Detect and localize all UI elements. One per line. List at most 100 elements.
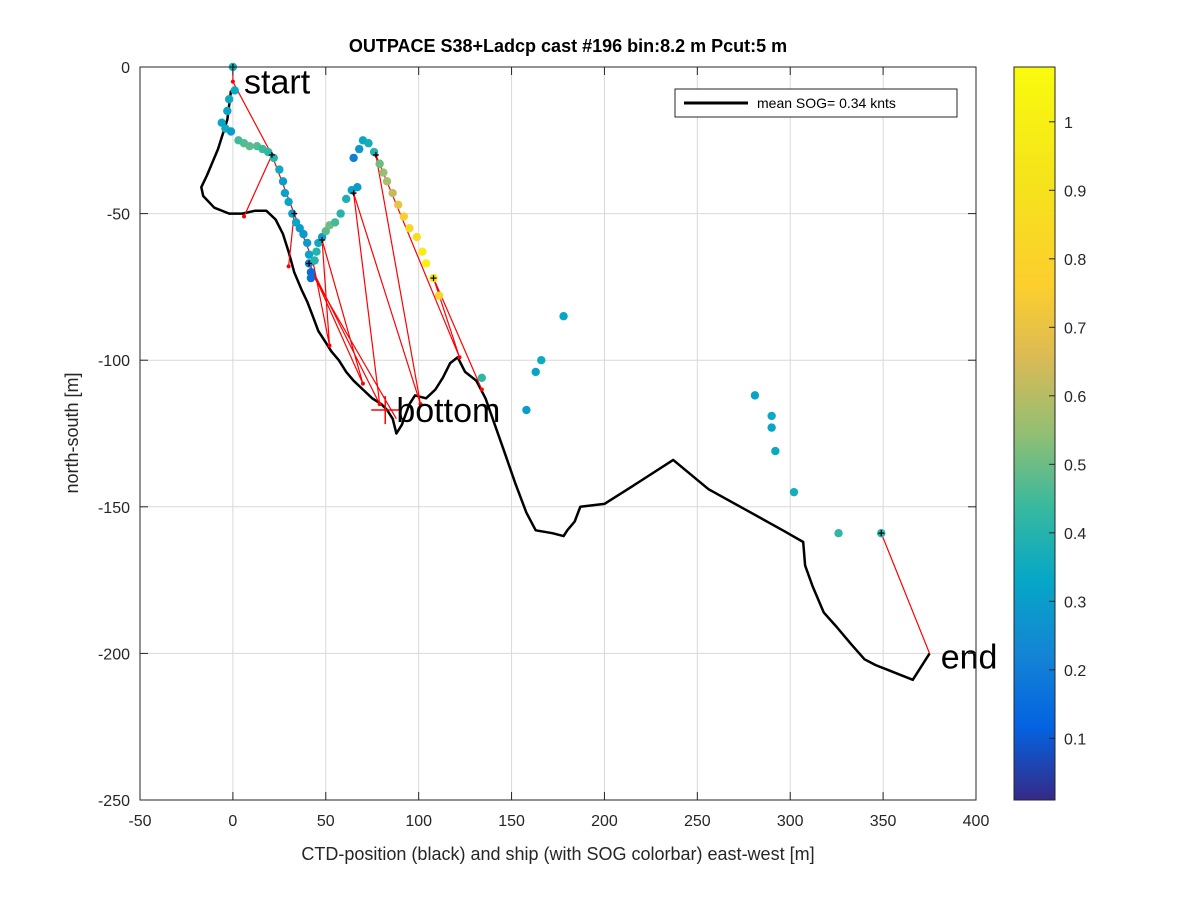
ship-track-vertex	[457, 355, 462, 360]
colorbar-tick-label: 1	[1064, 115, 1073, 132]
sog-point	[405, 224, 414, 233]
ship-track-vertex	[377, 402, 382, 407]
colorbar-tick-label: 0.7	[1064, 320, 1086, 337]
sog-point	[375, 159, 384, 168]
ship-track-line	[232, 67, 483, 405]
sog-point	[284, 197, 293, 207]
ship-track-vertex	[418, 402, 423, 407]
ship-track-vertex	[242, 214, 247, 219]
sog-point	[336, 209, 345, 218]
ship-track-vertex	[360, 381, 365, 386]
chart-title: OUTPACE S38+Ladcp cast #196 bin:8.2 m Pc…	[349, 36, 787, 56]
sog-point	[834, 528, 843, 538]
x-tick-label: -50	[128, 813, 151, 830]
sog-point	[226, 127, 236, 136]
sog-point	[312, 247, 321, 256]
ship-track-segment	[880, 532, 931, 654]
colorbar: 0.1 0.2 0.3 0.4 0.5 0.6 0.7 0.8 0.9 1	[1013, 66, 1086, 801]
position-markers	[229, 64, 885, 537]
sog-point	[303, 238, 312, 248]
sog-point	[299, 229, 308, 239]
legend: mean SOG= 0.34 knts	[674, 88, 958, 118]
ship-track-vertex	[479, 387, 484, 392]
legend-label: mean SOG= 0.34 knts	[757, 95, 896, 111]
sog-point	[263, 147, 273, 157]
sog-point	[394, 200, 403, 210]
colorbar-tick-label: 0.1	[1064, 731, 1086, 748]
sog-point	[477, 373, 487, 382]
sog-point	[382, 177, 392, 186]
x-tick-label: 150	[498, 813, 525, 830]
ship-track-vertex	[286, 264, 291, 269]
annotation-start: start	[244, 64, 311, 102]
sog-point	[330, 218, 340, 227]
ship-track-vertex	[230, 79, 235, 84]
x-axis-label: CTD-position (black) and ship (with SOG …	[301, 844, 814, 864]
colorbar-tick-label: 0.6	[1064, 389, 1086, 406]
sog-point	[342, 194, 351, 204]
ship-track-vertex	[327, 343, 332, 348]
plot-area: start bottom end -50 0 50 100 150 200 250 300 350 4…	[98, 60, 997, 830]
sog-point	[418, 247, 427, 256]
sog-point	[230, 86, 239, 95]
sog-point	[767, 411, 776, 421]
sog-point	[399, 212, 409, 221]
sog-points	[217, 62, 886, 538]
y-tick-label: -150	[98, 500, 130, 517]
y-tick-label: -200	[98, 646, 130, 663]
colorbar-ticks: 0.1 0.2 0.3 0.4 0.5 0.6 0.7 0.8 0.9 1	[1049, 115, 1086, 748]
colorbar-tick-label: 0.9	[1064, 183, 1086, 200]
colorbar-tick-label: 0.3	[1064, 594, 1086, 611]
ctd-track	[200, 90, 931, 682]
sog-point	[767, 423, 776, 432]
x-tick-label: 200	[591, 813, 618, 830]
y-tick-label: -50	[107, 207, 130, 224]
colorbar-tick-label: 0.2	[1064, 663, 1086, 680]
colorbar-tick-label: 0.4	[1064, 526, 1086, 543]
y-tick-label: -100	[98, 353, 130, 370]
sog-point	[531, 367, 540, 377]
annotation-end: end	[941, 638, 998, 676]
colorbar-tick-label: 0.8	[1064, 252, 1086, 269]
sog-point	[306, 268, 316, 277]
axis-ticks: -50 0 50 100 150 200 250 300 350 400 0 -50 -100 -150 -…	[98, 60, 989, 830]
sog-point	[275, 165, 284, 174]
sog-point	[245, 141, 254, 151]
y-tick-label: -250	[98, 793, 130, 810]
x-tick-label: 50	[317, 813, 335, 830]
x-tick-label: 0	[228, 813, 237, 830]
ctd-track-line	[200, 90, 931, 682]
sog-point	[355, 144, 364, 154]
sog-point	[537, 356, 546, 365]
annotation-bottom: bottom	[396, 392, 500, 430]
x-tick-label: 350	[870, 813, 897, 830]
sog-point	[223, 106, 232, 116]
sog-point	[224, 95, 234, 104]
x-tick-label: 300	[777, 813, 804, 830]
sog-point	[353, 183, 362, 192]
sog-point	[349, 153, 358, 163]
sog-point	[306, 273, 316, 283]
y-axis-label: north-south [m]	[62, 372, 82, 493]
ship-track-segment	[314, 277, 397, 420]
x-tick-label: 400	[963, 813, 990, 830]
sog-point	[434, 291, 444, 300]
axes-frame	[139, 66, 977, 801]
sog-point	[412, 232, 422, 242]
colorbar-gradient	[1013, 66, 1056, 801]
sog-point	[278, 177, 288, 186]
sog-point	[750, 391, 760, 400]
sog-point	[304, 250, 314, 259]
x-tick-label: 100	[405, 813, 432, 830]
annotations: start bottom end	[244, 64, 997, 677]
sog-point	[789, 487, 799, 497]
sog-point	[421, 259, 431, 268]
sog-point	[388, 188, 397, 198]
sog-point	[379, 168, 388, 177]
sog-point	[310, 256, 319, 265]
sog-point	[280, 188, 290, 198]
axes-box	[140, 67, 976, 800]
colorbar-tick-label: 0.5	[1064, 457, 1086, 474]
sog-point	[771, 446, 780, 456]
